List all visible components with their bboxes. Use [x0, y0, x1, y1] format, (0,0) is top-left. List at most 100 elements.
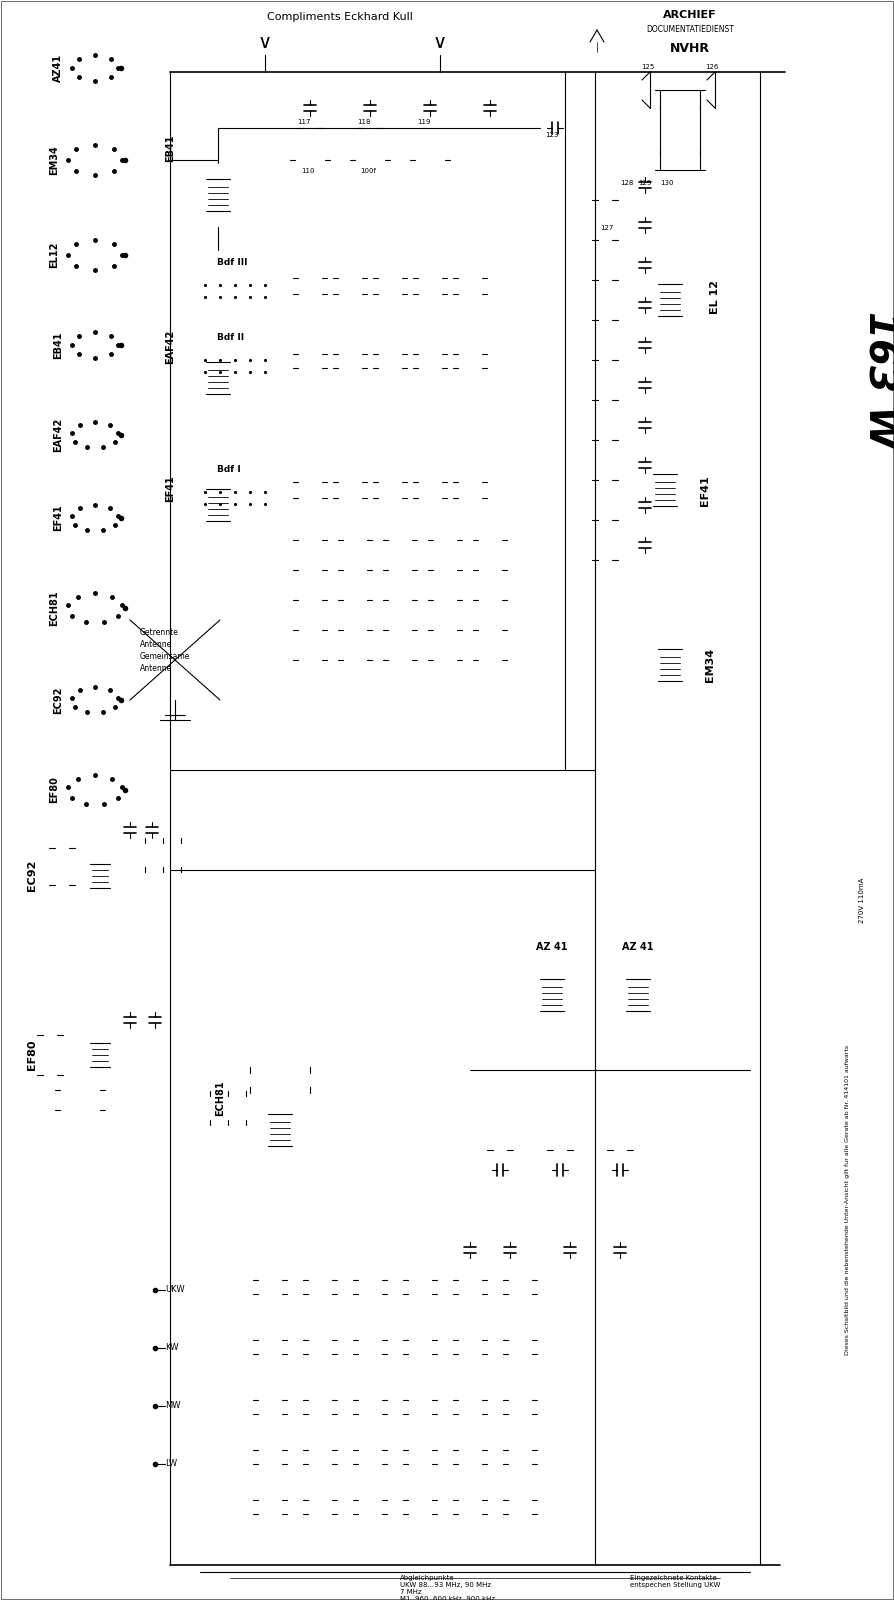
Bar [598, 517, 612, 523]
Bar [195, 254, 295, 307]
Text: Abgleichpunkte
UKW 88...93 MHz, 90 MHz
7 MHz
M1  960, 600 kHz, 900 kHz
M2  960, : Abgleichpunkte UKW 88...93 MHz, 90 MHz 7… [400, 1574, 495, 1600]
Text: ∨: ∨ [433, 34, 447, 51]
Text: EM34: EM34 [705, 648, 715, 682]
Circle shape [72, 1027, 128, 1083]
Bar [615, 3, 765, 69]
Circle shape [606, 963, 670, 1027]
Bar [55, 845, 69, 851]
Bar [553, 1147, 567, 1154]
Text: 110: 110 [301, 168, 315, 174]
Ellipse shape [67, 50, 123, 86]
Text: EB41: EB41 [53, 331, 63, 358]
Text: NVHR: NVHR [670, 42, 710, 54]
Text: 100f: 100f [360, 168, 376, 174]
Bar [598, 557, 612, 563]
Text: 127: 127 [600, 226, 613, 230]
Text: Bdf III: Bdf III [217, 258, 248, 267]
Circle shape [186, 163, 250, 227]
Polygon shape [632, 80, 642, 99]
Bar [303, 125, 317, 131]
Circle shape [72, 848, 128, 904]
Text: 125: 125 [641, 64, 654, 70]
Text: 270V 110mA: 270V 110mA [859, 877, 865, 923]
Ellipse shape [79, 243, 111, 266]
Text: ARCHIEF: ARCHIEF [663, 10, 717, 19]
Circle shape [245, 1094, 315, 1165]
Ellipse shape [63, 235, 127, 275]
Text: MW: MW [165, 1402, 181, 1411]
Ellipse shape [63, 141, 127, 179]
Polygon shape [697, 80, 707, 99]
Text: Getrennte: Getrennte [140, 627, 179, 637]
Text: 117: 117 [297, 118, 311, 125]
Circle shape [633, 458, 697, 522]
Ellipse shape [63, 770, 127, 810]
Circle shape [520, 963, 584, 1027]
Bar [598, 197, 612, 203]
Text: Eingezeichnete Kontakte
entspechen Stellung UKW: Eingezeichnete Kontakte entspechen Stell… [630, 1574, 721, 1587]
Text: EF80: EF80 [49, 776, 59, 803]
Text: 123: 123 [545, 133, 559, 138]
Text: 130: 130 [660, 179, 673, 186]
Text: EAF42: EAF42 [53, 418, 63, 453]
Circle shape [634, 264, 706, 336]
Text: EC92: EC92 [27, 861, 37, 891]
Bar [307, 1074, 314, 1086]
Bar [598, 357, 612, 363]
Text: AZ 41: AZ 41 [622, 942, 654, 952]
Bar [195, 462, 295, 514]
Text: DOCUMENTATIEDIENST: DOCUMENTATIEDIENST [646, 26, 734, 34]
Bar [195, 330, 295, 382]
Text: EM34: EM34 [49, 146, 59, 174]
Ellipse shape [63, 587, 127, 627]
Text: Bdf I: Bdf I [217, 466, 240, 474]
Bar [493, 1147, 507, 1154]
Bar [598, 477, 612, 483]
Text: EAF42: EAF42 [165, 330, 175, 365]
Text: ∨: ∨ [257, 34, 272, 51]
Bar [598, 437, 612, 443]
Text: 126: 126 [705, 64, 719, 70]
Text: Antenne: Antenne [140, 664, 173, 674]
Text: EB41: EB41 [165, 134, 175, 163]
Bar [598, 397, 612, 403]
Ellipse shape [79, 597, 111, 619]
Bar [363, 125, 377, 131]
Text: ECH81: ECH81 [215, 1080, 225, 1115]
Text: 128: 128 [620, 179, 633, 186]
Text: Antenne: Antenne [140, 640, 173, 650]
Text: 163 W: 163 W [861, 312, 894, 448]
Text: 129: 129 [638, 179, 652, 186]
Circle shape [186, 346, 250, 410]
Bar [130, 619, 220, 701]
Text: Gemeinsame: Gemeinsame [140, 653, 190, 661]
Text: AZ41: AZ41 [53, 54, 63, 82]
Bar [598, 277, 612, 283]
Ellipse shape [67, 326, 123, 363]
Text: EL12: EL12 [49, 242, 59, 269]
Text: LW: LW [165, 1459, 177, 1469]
Text: EF41: EF41 [53, 504, 63, 531]
Bar [613, 1147, 627, 1154]
Text: AZ 41: AZ 41 [536, 942, 568, 952]
Ellipse shape [67, 682, 123, 718]
Ellipse shape [67, 418, 123, 453]
Text: UKW: UKW [165, 1285, 185, 1294]
Text: Compliments Eckhard Kull: Compliments Eckhard Kull [267, 11, 413, 22]
Text: 118: 118 [358, 118, 371, 125]
Bar [43, 1072, 57, 1078]
Text: EF80: EF80 [27, 1040, 37, 1070]
Text: EF41: EF41 [700, 475, 710, 506]
Ellipse shape [67, 499, 123, 536]
Bar [247, 1074, 254, 1086]
Bar [55, 882, 69, 888]
Text: EF41: EF41 [165, 475, 175, 502]
Ellipse shape [79, 149, 111, 171]
Ellipse shape [81, 426, 109, 445]
Text: KW: KW [165, 1344, 179, 1352]
Text: Bdf II: Bdf II [217, 333, 244, 342]
Text: ECH81: ECH81 [49, 590, 59, 626]
Bar [598, 317, 612, 323]
Bar [43, 1032, 57, 1038]
Circle shape [573, 11, 621, 59]
